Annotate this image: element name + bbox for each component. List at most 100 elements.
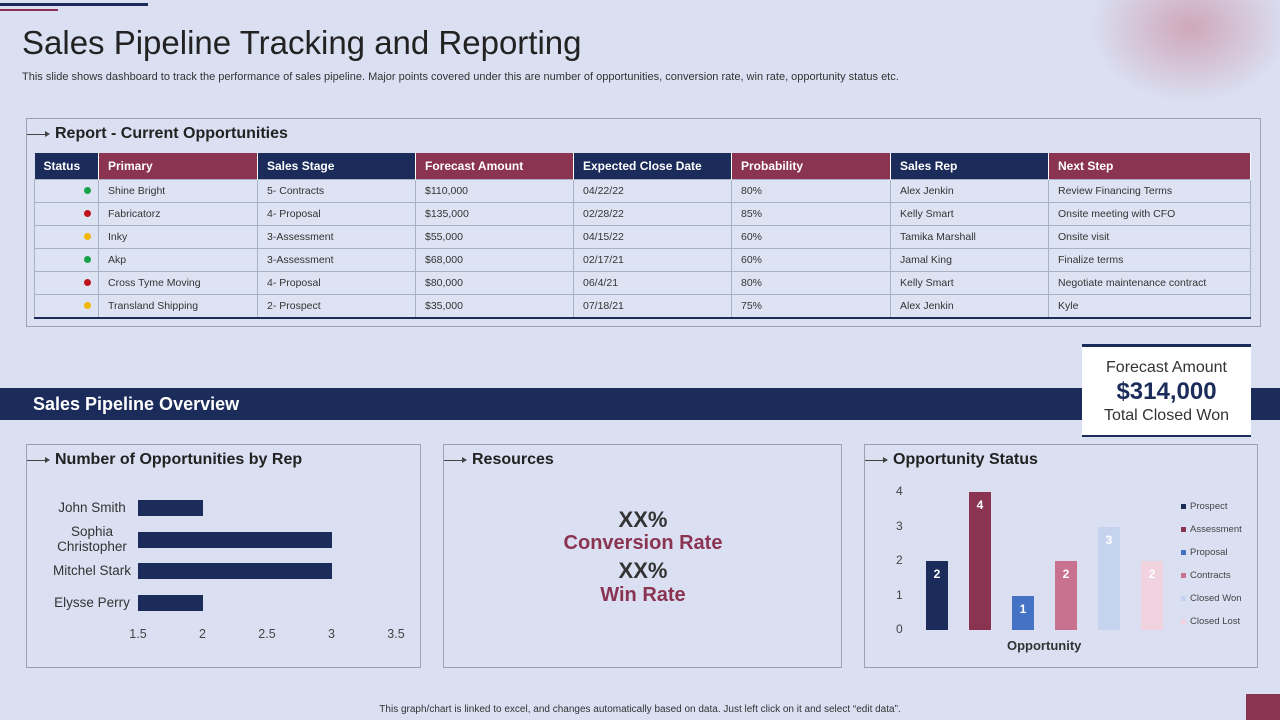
legend-item: Prospect — [1181, 501, 1228, 512]
table-row[interactable]: Akp 3-Assessment $68,000 02/17/21 60% Jamal K… — [34, 248, 1251, 272]
legend-swatch — [1181, 573, 1186, 578]
status-dot-icon — [84, 302, 91, 309]
table-row[interactable]: Shine Bright 5- Contracts $110,000 04/22/22… — [34, 179, 1251, 203]
status-cell — [34, 294, 99, 319]
opportunity-status-title: Opportunity Status — [893, 451, 1038, 468]
status-bar[interactable] — [1141, 561, 1163, 630]
legend-swatch — [1181, 550, 1186, 555]
table-cell-close: 04/22/22 — [573, 179, 732, 203]
table-cell-primary: Cross Tyme Moving — [98, 271, 258, 295]
resources-header: Resources — [444, 451, 554, 469]
resources-panel: Resources XX% Conversion Rate XX% Win Ra… — [443, 444, 842, 668]
column-header[interactable]: Probability — [731, 153, 891, 180]
win-rate-label: Win Rate — [600, 584, 686, 606]
status-bar[interactable] — [969, 492, 991, 630]
status-bar[interactable] — [926, 561, 948, 630]
column-header[interactable]: Primary — [98, 153, 258, 180]
rep-bar[interactable] — [138, 563, 332, 579]
rep-bar[interactable] — [138, 532, 332, 548]
legend-label: Proposal — [1190, 547, 1228, 558]
status-bar[interactable] — [1098, 526, 1120, 630]
forecast-label: Forecast Amount — [1106, 359, 1227, 376]
table-cell-amount: $55,000 — [415, 225, 574, 249]
table-cell-next: Review Financing Terms — [1048, 179, 1251, 203]
table-header-row: Status Primary Sales Stage Forecast Amou… — [34, 153, 1251, 180]
table-row[interactable]: Inky 3-Assessment $55,000 04/15/22 60% Tamika… — [34, 225, 1251, 249]
status-dot-icon — [84, 210, 91, 217]
legend-label: Assessment — [1190, 524, 1242, 535]
conversion-value: XX% — [618, 507, 668, 532]
table-cell-next: Onsite meeting with CFO — [1048, 202, 1251, 226]
legend-item: Assessment — [1181, 524, 1242, 535]
status-bar-value: 2 — [933, 567, 941, 581]
page-title: Sales Pipeline Tracking and Reporting — [22, 24, 582, 61]
table-cell-close: 04/15/22 — [573, 225, 732, 249]
table-cell-rep: Kelly Smart — [890, 202, 1049, 226]
legend-label: Contracts — [1190, 570, 1231, 581]
x-tick-label: 3.5 — [387, 627, 405, 641]
legend-label: Closed Won — [1190, 593, 1242, 604]
table-row[interactable]: Cross Tyme Moving 4- Proposal $80,000 06/4/… — [34, 271, 1251, 295]
forecast-card: Forecast Amount $314,000 Total Closed Wo… — [1082, 344, 1251, 437]
y-tick-label: 1 — [896, 587, 903, 602]
x-tick-label: 3 — [328, 627, 335, 641]
report-panel: Report - Current Opportunities Status Pr… — [26, 118, 1261, 327]
y-tick-label: 2 — [896, 553, 903, 567]
table-row[interactable]: Fabricatorz 4- Proposal $135,000 02/28/22 85… — [34, 202, 1251, 226]
footer-note: This graph/chart is linked to excel, and… — [379, 704, 901, 715]
table-cell-prob: 80% — [731, 179, 891, 203]
status-bar[interactable] — [1055, 561, 1077, 630]
arrow-icon — [27, 130, 50, 137]
rep-label: Sophia Christopher — [57, 524, 127, 554]
rep-bar[interactable] — [138, 595, 203, 611]
legend-item: Closed Lost — [1181, 616, 1240, 627]
table-cell-rep: Alex Jenkin — [890, 294, 1049, 319]
table-cell-primary: Transland Shipping — [98, 294, 258, 319]
column-header[interactable]: Status — [34, 153, 99, 180]
column-header[interactable]: Next Step — [1048, 153, 1251, 180]
decorative-glow — [1080, 0, 1280, 110]
overview-band: Sales Pipeline Overview — [0, 388, 1280, 420]
column-header[interactable]: Forecast Amount — [415, 153, 574, 180]
rep-bar[interactable] — [138, 500, 203, 516]
status-bar-value: 1 — [1019, 601, 1027, 616]
legend-swatch — [1181, 596, 1186, 601]
column-header[interactable]: Sales Stage — [257, 153, 416, 180]
column-header[interactable]: Expected Close Date — [573, 153, 732, 180]
table-cell-rep: Jamal King — [890, 248, 1049, 272]
x-tick-label: 2.5 — [258, 627, 276, 641]
table-cell-close: 02/17/21 — [573, 248, 732, 272]
arrow-icon — [865, 456, 888, 463]
opportunities-table: Status Primary Sales Stage Forecast Amou… — [34, 153, 1251, 319]
conversion-label: Conversion Rate — [563, 532, 723, 554]
table-cell-close: 06/4/21 — [573, 271, 732, 295]
table-cell-next: Negotiate maintenance contract — [1048, 271, 1251, 295]
legend-item: Proposal — [1181, 547, 1228, 558]
table-cell-next: Kyle — [1048, 294, 1251, 319]
table-cell-close: 02/28/22 — [573, 202, 732, 226]
forecast-sub: Total Closed Won — [1103, 407, 1230, 424]
table-row[interactable]: Transland Shipping 2- Prospect $35,000 07/1… — [34, 294, 1251, 319]
status-dot-icon — [84, 279, 91, 286]
rep-label: Elysse Perry — [54, 595, 130, 610]
rep-label: John Smith — [58, 500, 126, 515]
table-cell-rep: Kelly Smart — [890, 271, 1049, 295]
legend-swatch — [1181, 619, 1186, 624]
legend-item: Contracts — [1181, 570, 1231, 581]
table-cell-prob: 80% — [731, 271, 891, 295]
column-header[interactable]: Sales Rep — [890, 153, 1049, 180]
table-cell-rep: Alex Jenkin — [890, 179, 1049, 203]
rep-label: Mitchel Stark — [52, 563, 132, 578]
table-cell-close: 07/18/21 — [573, 294, 732, 319]
y-tick-label: 4 — [896, 484, 903, 498]
report-panel-title: Report - Current Opportunities — [55, 125, 288, 142]
status-bar[interactable] — [1012, 595, 1034, 630]
opps-by-rep-panel: Number of Opportunities by Rep John Smit… — [26, 444, 421, 668]
table-cell-next: Finalize terms — [1048, 248, 1251, 272]
status-bar-value: 4 — [976, 498, 984, 512]
top-accent-line-red — [0, 9, 58, 11]
win-rate-value: XX% — [618, 558, 668, 583]
status-cell — [34, 271, 99, 295]
top-accent-line — [0, 3, 148, 6]
status-bar-value: 2 — [1062, 567, 1070, 581]
